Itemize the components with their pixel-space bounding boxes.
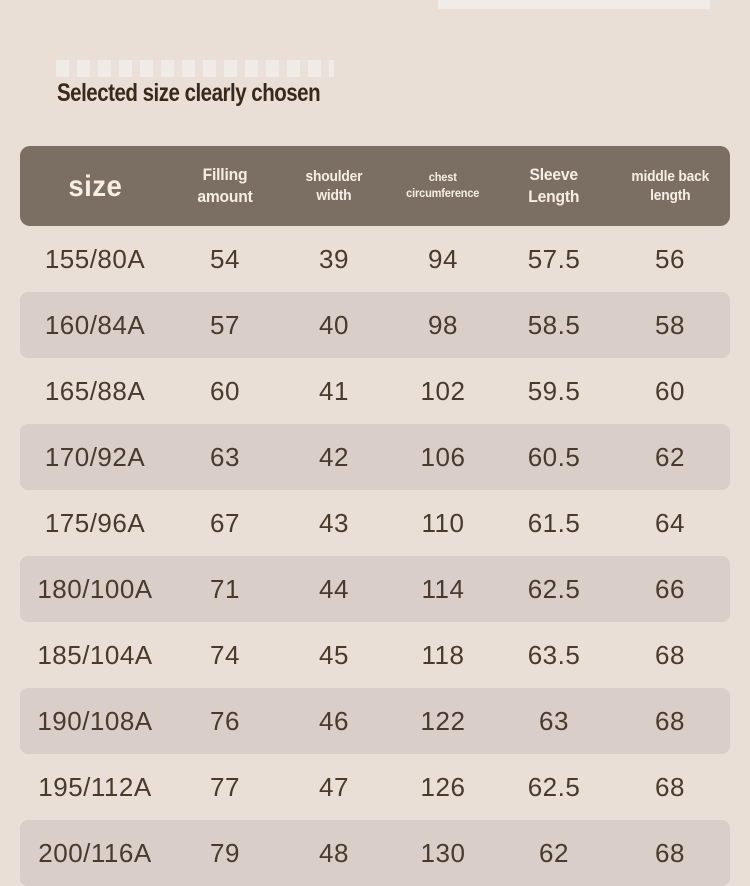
column-header-size: size [67,169,123,203]
table-row: 160/84A 57 40 98 58.5 58 [20,292,730,358]
cell-shoulder: 41 [319,375,349,406]
cell-filling: 57 [210,309,240,340]
cell-chest: 110 [421,507,465,538]
cell-back: 60 [655,375,685,406]
cell-filling: 76 [210,705,240,736]
size-table: size Filling amount shoulder width chest… [20,146,730,886]
cell-back: 68 [655,705,685,736]
cell-filling: 60 [210,375,240,406]
cell-filling: 74 [210,639,240,670]
cell-back: 58 [655,309,685,340]
column-header-chest-circumference: chest circumference [406,170,480,200]
cell-back: 66 [655,573,685,604]
cell-size: 200/116A [38,837,152,868]
top-highlight-strip [438,0,710,9]
watermark-ghost-text [56,60,334,77]
cell-back: 68 [655,771,685,802]
table-row: 155/80A 54 39 94 57.5 56 [20,226,730,292]
cell-sleeve: 60.5 [527,441,581,472]
table-body: 155/80A 54 39 94 57.5 56 160/84A 57 40 98 58.5 58 16… [20,226,730,886]
cell-shoulder: 48 [319,837,349,868]
cell-filling: 71 [210,573,240,604]
cell-size: 165/88A [44,375,146,406]
cell-filling: 77 [210,771,240,802]
cell-filling: 79 [210,837,240,868]
cell-chest: 126 [420,771,466,802]
cell-back: 68 [655,837,685,868]
cell-chest: 98 [428,309,458,340]
cell-size: 190/108A [37,705,153,736]
table-header-row: size Filling amount shoulder width chest… [20,146,730,226]
cell-shoulder: 42 [319,441,349,472]
table-row: 200/116A 79 48 130 62 68 [20,820,730,886]
cell-chest: 106 [420,441,466,472]
table-row: 195/112A 77 47 126 62.5 68 [20,754,730,820]
cell-sleeve: 63 [539,705,569,736]
cell-sleeve: 57.5 [527,243,581,274]
cell-sleeve: 62.5 [527,573,581,604]
cell-chest: 114 [421,573,465,604]
cell-back: 56 [655,243,685,274]
table-row: 180/100A 71 44 114 62.5 66 [20,556,730,622]
column-header-sleeve-length: Sleeve Length [528,164,580,206]
cell-back: 62 [655,441,685,472]
cell-size: 185/104A [37,639,153,670]
table-row: 165/88A 60 41 102 59.5 60 [20,358,730,424]
cell-sleeve: 58.5 [527,309,581,340]
cell-filling: 63 [210,441,240,472]
cell-filling: 54 [210,243,240,274]
cell-chest: 102 [420,375,466,406]
cell-sleeve: 61.5 [527,507,581,538]
cell-shoulder: 44 [319,573,349,604]
cell-back: 64 [655,507,685,538]
cell-filling: 67 [210,507,240,538]
cell-shoulder: 40 [319,309,349,340]
page-title: Selected size clearly chosen [57,79,321,107]
table-row: 170/92A 63 42 106 60.5 62 [20,424,730,490]
cell-sleeve: 63.5 [527,639,581,670]
cell-size: 170/92A [44,441,146,472]
cell-size: 160/84A [44,309,146,340]
cell-size: 175/96A [44,507,146,538]
column-header-middle-back-length: middle back length [631,167,709,205]
cell-back: 68 [655,639,685,670]
column-header-filling-amount: Filling amount [197,164,253,206]
cell-sleeve: 62.5 [527,771,581,802]
cell-chest: 94 [428,243,458,274]
cell-sleeve: 59.5 [527,375,581,406]
cell-size: 195/112A [38,771,152,802]
table-row: 190/108A 76 46 122 63 68 [20,688,730,754]
cell-sleeve: 62 [539,837,569,868]
table-row: 185/104A 74 45 118 63.5 68 [20,622,730,688]
cell-shoulder: 47 [319,771,349,802]
cell-shoulder: 46 [319,705,349,736]
cell-shoulder: 43 [319,507,349,538]
cell-chest: 122 [420,705,466,736]
cell-size: 155/80A [44,243,146,274]
column-header-shoulder-width: shoulder width [305,167,363,205]
table-row: 175/96A 67 43 110 61.5 64 [20,490,730,556]
cell-shoulder: 39 [319,243,349,274]
cell-chest: 118 [421,639,465,670]
cell-shoulder: 45 [319,639,349,670]
cell-chest: 130 [420,837,466,868]
cell-size: 180/100A [37,573,153,604]
